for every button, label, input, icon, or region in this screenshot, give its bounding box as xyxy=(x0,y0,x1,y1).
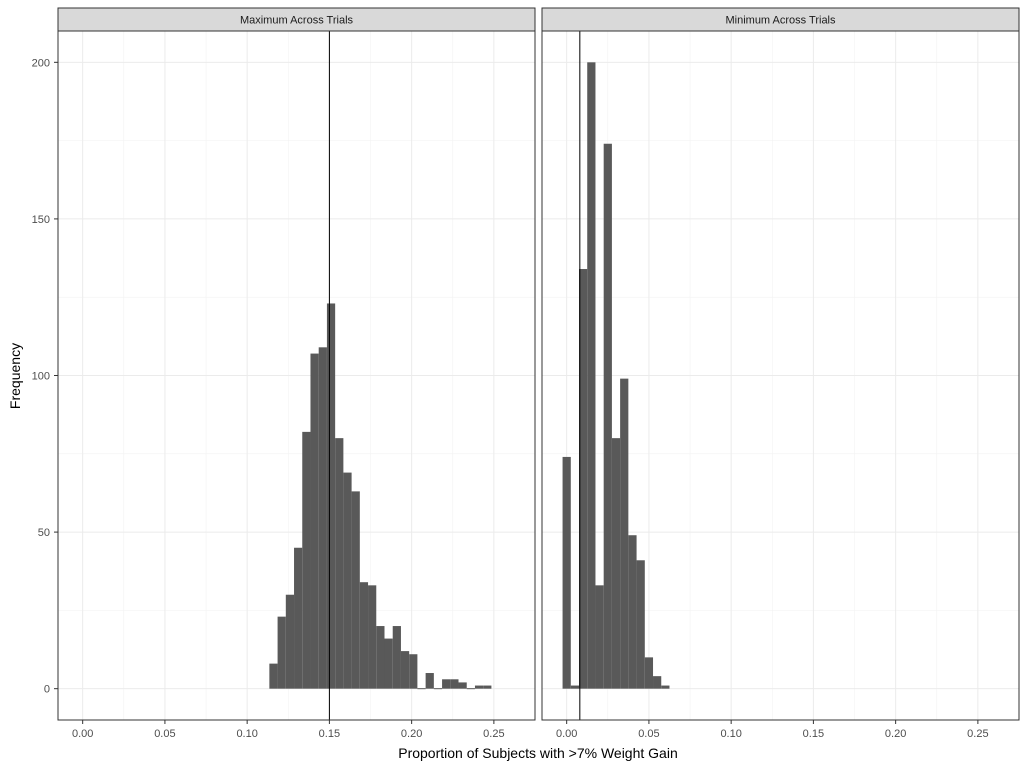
x-tick-label: 0.15 xyxy=(803,728,824,740)
histogram-bar xyxy=(326,303,336,689)
histogram-bar xyxy=(335,438,344,689)
histogram-bar xyxy=(587,62,596,689)
histogram-bar xyxy=(442,679,451,689)
x-tick-label: 0.05 xyxy=(638,728,659,740)
histogram-bar xyxy=(384,638,393,689)
histogram-bar-empty xyxy=(417,688,426,690)
histogram-bar xyxy=(450,679,459,689)
x-tick-label: 0.10 xyxy=(720,728,741,740)
x-tick-label: 0.05 xyxy=(154,728,175,740)
histogram-bar-empty xyxy=(433,688,443,690)
histogram-bar xyxy=(277,616,286,689)
x-tick-label: 0.00 xyxy=(72,728,93,740)
facet-strip-label: Maximum Across Trials xyxy=(240,15,354,27)
histogram-bar xyxy=(562,456,571,689)
histogram-bar xyxy=(359,582,369,689)
facet-strip xyxy=(541,7,1020,32)
histogram-bar xyxy=(392,626,401,689)
x-tick-label: 0.20 xyxy=(885,728,906,740)
y-tick-label: 100 xyxy=(32,371,50,383)
y-tick-label: 0 xyxy=(44,684,50,696)
histogram-bar xyxy=(285,594,295,689)
histogram-bar xyxy=(611,438,621,689)
y-tick-label: 200 xyxy=(32,57,50,69)
x-tick-label: 0.15 xyxy=(319,728,340,740)
histogram-bar xyxy=(570,685,580,689)
histogram-bar xyxy=(636,560,645,689)
x-tick-label: 0.25 xyxy=(483,728,504,740)
histogram-bar xyxy=(400,651,410,689)
panel-minimum: Minimum Across Trials 0.00 0.05 0.10 0.15 0.2… xyxy=(541,7,1020,740)
panels-layer: Maximum Across Trials 0.00 0.05 0.10 0.15 0.2… xyxy=(57,7,1020,740)
histogram-bar xyxy=(458,682,467,689)
histogram-bar xyxy=(351,491,360,689)
histogram-bar xyxy=(620,378,629,689)
x-tick-label: 0.10 xyxy=(236,728,257,740)
histogram-bar xyxy=(310,353,319,689)
histogram-bar xyxy=(318,347,327,689)
histogram-bar xyxy=(644,657,654,689)
y-tick-label: 50 xyxy=(38,527,50,539)
x-axis-title: Proportion of Subjects with >7% Weight G… xyxy=(398,745,678,761)
histogram-bar xyxy=(595,585,604,689)
histogram-bar xyxy=(653,676,662,689)
panel-maximum: Maximum Across Trials 0.00 0.05 0.10 0.15 0.2… xyxy=(57,7,536,740)
y-tick-label: 150 xyxy=(32,214,50,226)
y-axis: 0 50 100 150 200 xyxy=(32,57,58,696)
y-axis-title: Frequency xyxy=(7,343,23,409)
x-tick-label: 0.00 xyxy=(556,728,577,740)
histogram-bar xyxy=(425,673,434,689)
histogram-bar xyxy=(294,547,303,689)
x-tick-label: 0.20 xyxy=(401,728,422,740)
histogram-bar xyxy=(603,143,612,689)
histogram-bar xyxy=(483,685,492,689)
histogram-bar xyxy=(628,535,637,689)
histogram-bar xyxy=(343,472,352,689)
x-tick-label: 0.25 xyxy=(967,728,988,740)
histogram-bar xyxy=(376,626,385,689)
histogram-bar xyxy=(269,663,278,689)
histogram-bar xyxy=(302,431,311,689)
facet-strip-label: Minimum Across Trials xyxy=(725,15,836,27)
histogram-bar-empty xyxy=(466,688,475,690)
histogram-bar xyxy=(409,654,418,689)
facet-strip xyxy=(57,7,536,32)
histogram-bar xyxy=(368,585,377,689)
histogram-bar xyxy=(579,269,588,689)
histogram-bar xyxy=(661,685,670,689)
histogram-bar xyxy=(474,685,484,689)
